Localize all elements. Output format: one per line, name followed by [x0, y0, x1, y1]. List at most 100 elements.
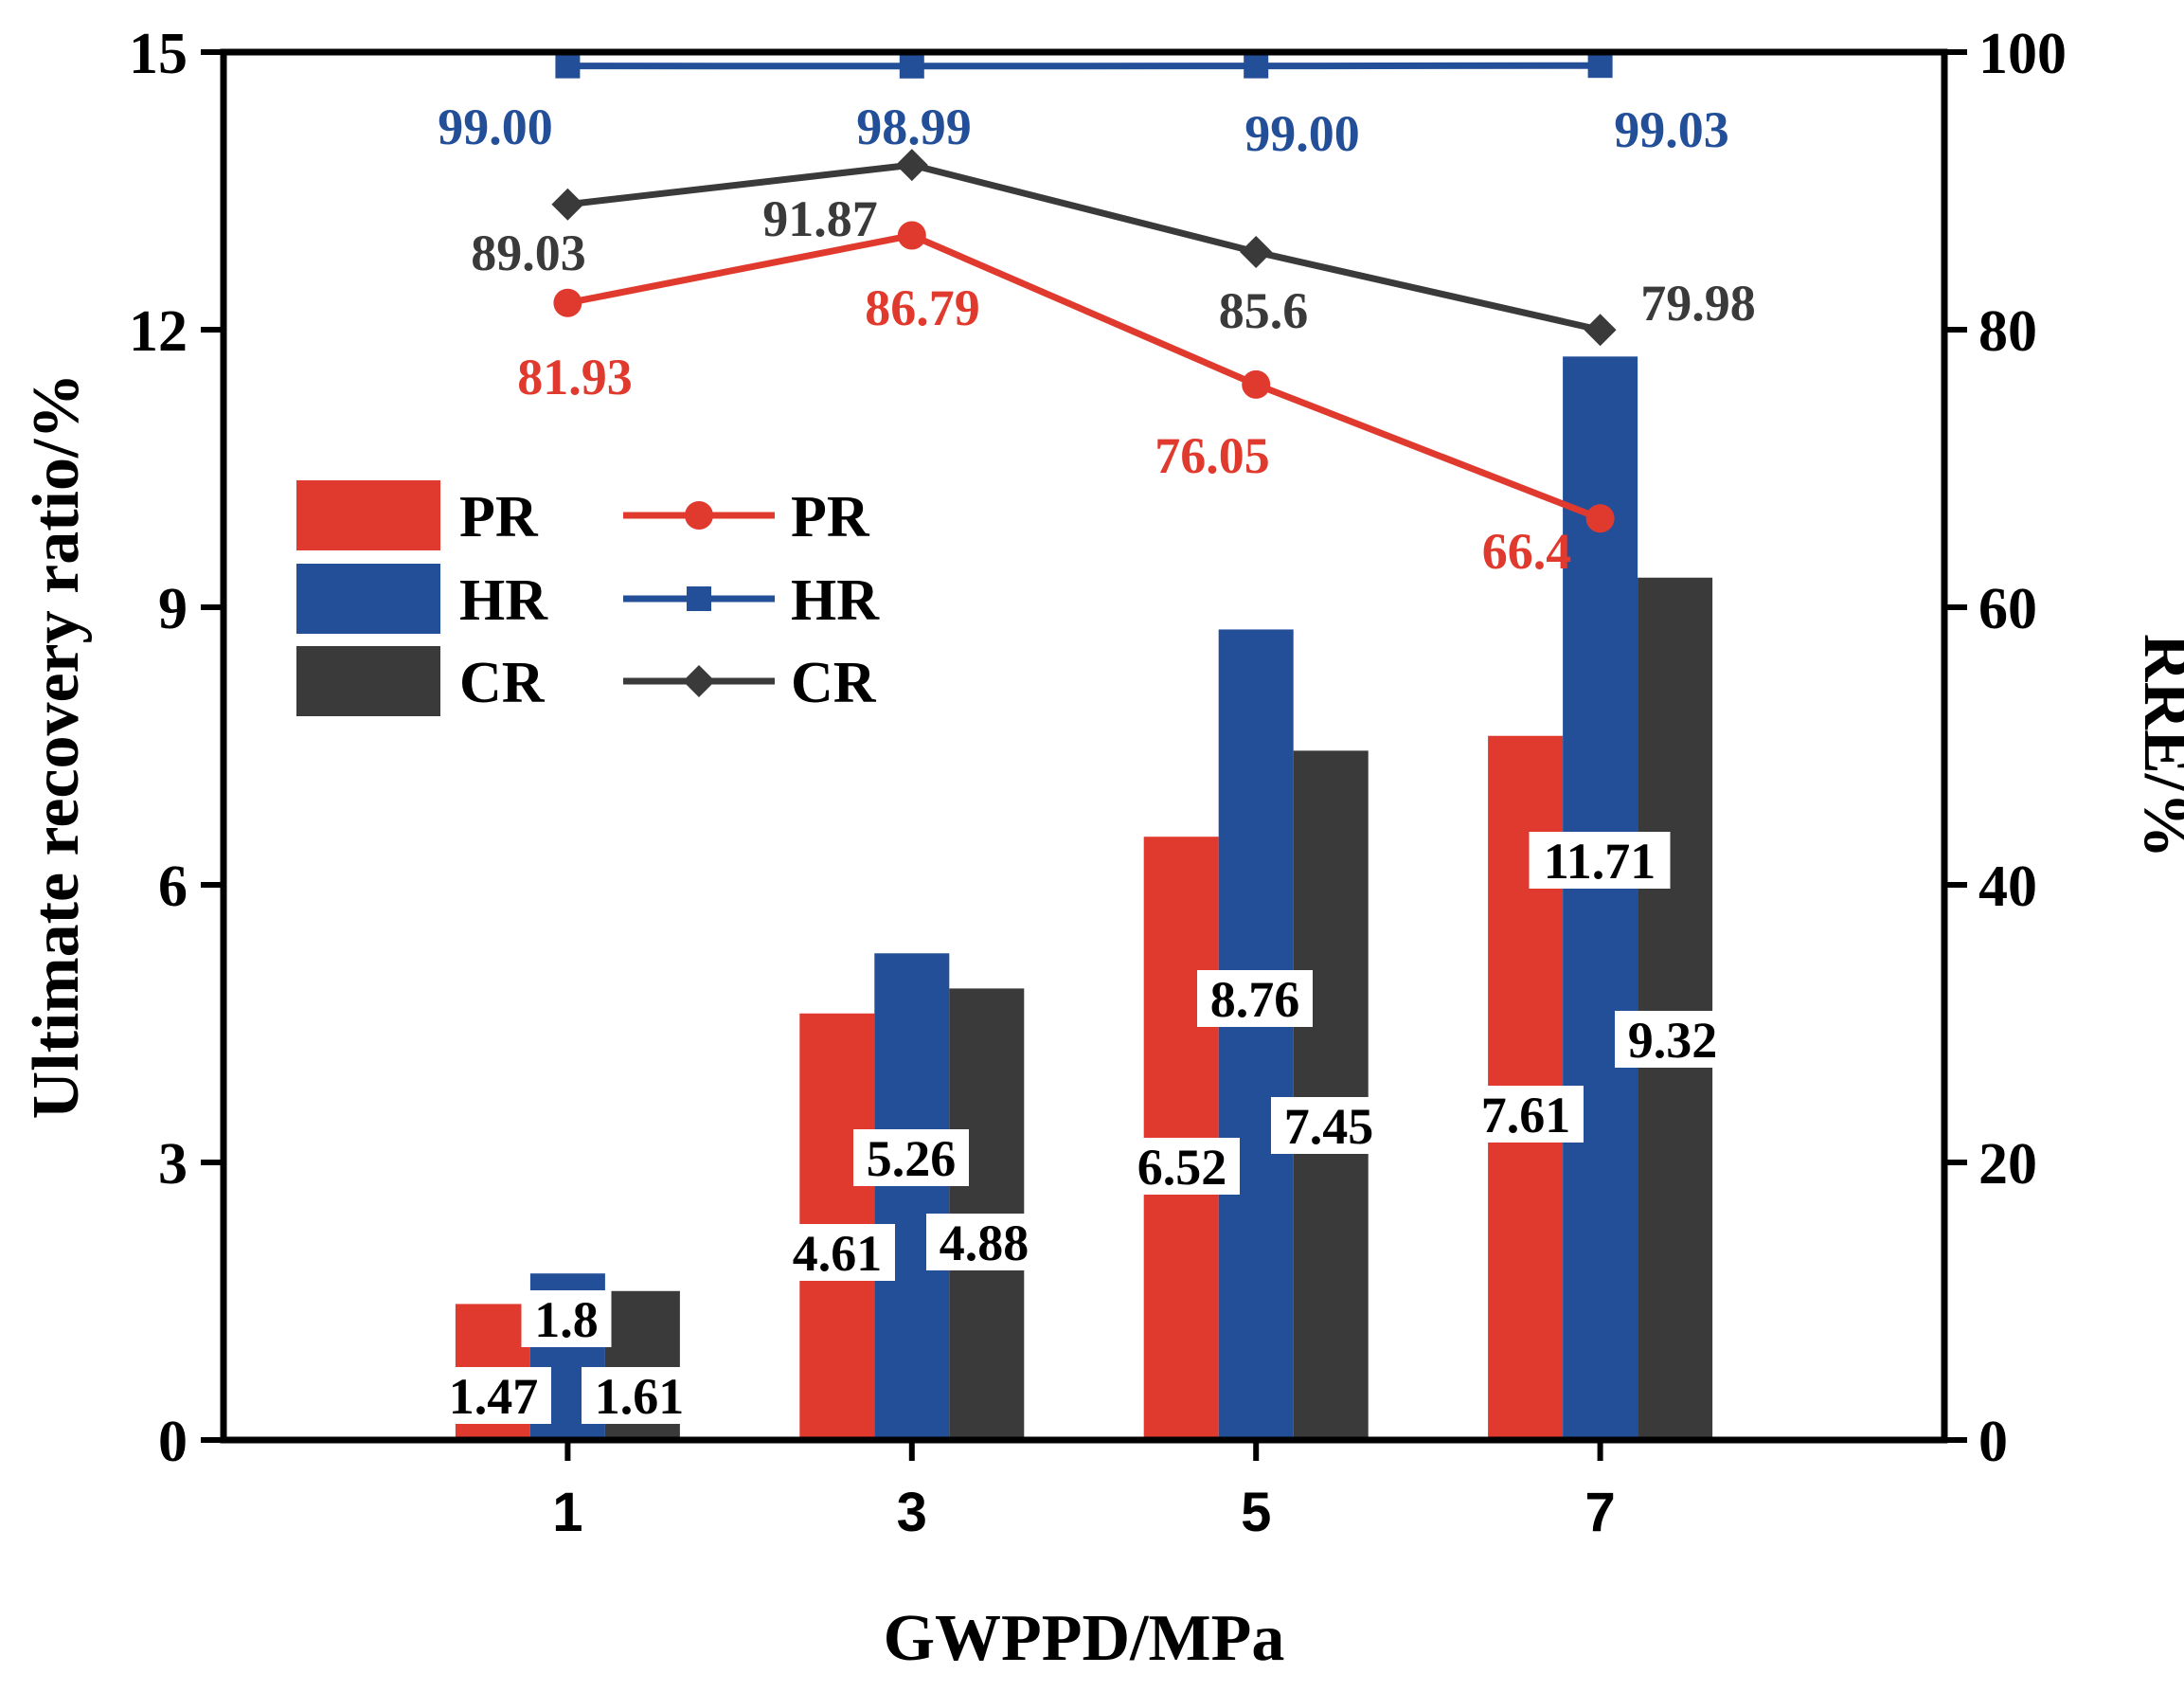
y-axis-right-title: RRE/% [2130, 634, 2184, 858]
legend-bar-swatch-hr [296, 564, 440, 634]
x-axis-title: GWPPD/MPa [884, 1602, 1285, 1675]
marker-pr-3 [897, 221, 926, 250]
marker-hr-7 [1587, 53, 1613, 79]
marker-pr-5 [1242, 369, 1271, 399]
bar-label-box [1468, 1086, 1584, 1143]
bar-label-cr-7: 9.32 [1615, 1011, 1730, 1069]
axes-layer: 0 3 6 9 12 15 0 20 40 60 80 100 1 3 5 7 GWPPD/MPa Ultimat… [20, 22, 2184, 1675]
bar-label-text: 6.52 [1137, 1139, 1227, 1196]
line-label-pr-3: 86.79 [865, 279, 980, 336]
bar-label-text: 1.8 [534, 1291, 599, 1348]
xtick-label-1: 1 [552, 1482, 582, 1543]
ytick-left-label-12: 12 [129, 299, 188, 364]
bar-label-text: 8.76 [1210, 971, 1300, 1028]
bar-label-box [853, 1129, 969, 1186]
bar-label-box [1271, 1097, 1387, 1154]
line-label-cr-1: 89.03 [471, 225, 586, 281]
line-hr [567, 62, 1601, 70]
line-label-hr-1: 99.00 [438, 99, 553, 155]
bar-label-text: 7.45 [1284, 1098, 1374, 1155]
bar-label-text: 4.61 [793, 1225, 883, 1282]
marker-cr-3 [895, 149, 928, 182]
marker-pr-7 [1585, 504, 1615, 533]
legend-line-label-cr: CR [791, 651, 877, 715]
labels-layer: 1.47 4.61 6.52 7.61 1.8 5.26 8.76 11.71 1.61 4.88… [436, 99, 1756, 1425]
plot-frame [220, 48, 1948, 1444]
marker-hr-1 [555, 53, 581, 79]
line-label-cr-7: 79.98 [1640, 275, 1756, 332]
bar-label-text: 5.26 [867, 1130, 957, 1187]
line-pr [566, 232, 1602, 522]
bar-label-text: 11.71 [1544, 833, 1656, 890]
ytick-left-label-15: 15 [129, 22, 188, 86]
bar-label-pr-3: 4.61 [779, 1224, 895, 1282]
bar-label-text: 1.61 [595, 1368, 685, 1425]
bar-hr-3 [874, 953, 950, 1440]
bar-label-cr-3: 4.88 [926, 1214, 1042, 1271]
xtick-label-3: 3 [897, 1482, 927, 1543]
legend-bar-label-hr: HR [459, 568, 548, 633]
ytick-right-label-100: 100 [1978, 22, 2067, 86]
bar-label-cr-1: 1.61 [582, 1367, 697, 1425]
legend-bar-label-cr: CR [459, 651, 546, 715]
line-label-hr-3: 98.99 [856, 99, 972, 155]
bar-label-box [436, 1367, 551, 1424]
bar-label-box [521, 1290, 612, 1347]
marker-cr-5 [1240, 235, 1273, 268]
ytick-left-label-9: 9 [158, 577, 188, 641]
bar-label-box [1124, 1138, 1240, 1195]
xtick-label-5: 5 [1241, 1482, 1271, 1543]
bar-hr-5 [1218, 629, 1294, 1440]
line-label-pr-5: 76.05 [1155, 427, 1270, 484]
legend-bar-swatch-pr [296, 480, 440, 550]
legend-line-label-hr: HR [791, 568, 880, 633]
bar-cr-7 [1638, 577, 1713, 1440]
bar-label-text: 4.88 [940, 1215, 1029, 1271]
legend-bar-label-pr: PR [459, 485, 539, 549]
bar-label-pr-1: 1.47 [436, 1367, 551, 1425]
line-label-hr-5: 99.00 [1244, 105, 1360, 162]
legend-marker-cr [683, 665, 715, 697]
ytick-left-label-6: 6 [158, 855, 188, 919]
bar-hr-7 [1563, 356, 1638, 1440]
line-cr [567, 161, 1602, 333]
legend-marker-hr [687, 586, 711, 611]
lines-layer [551, 53, 1617, 533]
ytick-right-label-60: 60 [1978, 577, 2037, 641]
line-label-cr-3: 91.87 [762, 190, 878, 247]
bar-label-hr-5: 8.76 [1197, 970, 1313, 1028]
y-axis-left-title: Ultimate recovery ratio/% [20, 373, 93, 1120]
legend-marker-pr [685, 501, 713, 530]
xtick-label-7: 7 [1584, 1482, 1615, 1543]
ytick-left-label-3: 3 [158, 1132, 188, 1197]
line-label-pr-7: 66.4 [1482, 523, 1572, 580]
bar-label-text: 9.32 [1628, 1012, 1718, 1069]
bar-label-box [1615, 1011, 1730, 1068]
legend-line-label-pr: PR [791, 485, 870, 549]
legend: PR HR CR PR HR CR [296, 480, 880, 716]
bar-label-cr-5: 7.45 [1271, 1097, 1387, 1155]
marker-cr-1 [551, 188, 584, 221]
bar-label-pr-5: 6.52 [1124, 1138, 1240, 1196]
line-label-hr-7: 99.03 [1614, 101, 1729, 158]
bar-label-box [926, 1214, 1042, 1270]
ytick-left-label-0: 0 [158, 1410, 188, 1474]
marker-pr-1 [553, 288, 582, 317]
bar-label-hr-3: 5.26 [853, 1129, 969, 1187]
marker-hr-5 [1244, 53, 1269, 79]
bar-label-box [582, 1367, 697, 1424]
bar-cr-5 [1293, 750, 1369, 1440]
marker-cr-7 [1584, 314, 1617, 347]
bar-label-box [1529, 832, 1671, 889]
bars-layer [455, 356, 1713, 1440]
bar-label-hr-7: 11.71 [1529, 832, 1671, 890]
bar-label-text: 7.61 [1481, 1087, 1571, 1143]
line-label-pr-1: 81.93 [517, 349, 633, 405]
ytick-right-label-0: 0 [1978, 1410, 2008, 1474]
bar-label-box [1197, 970, 1313, 1027]
bar-label-pr-7: 7.61 [1468, 1086, 1584, 1143]
bar-label-text: 1.47 [449, 1368, 539, 1425]
marker-hr-3 [899, 53, 924, 79]
bar-label-box [779, 1224, 895, 1281]
